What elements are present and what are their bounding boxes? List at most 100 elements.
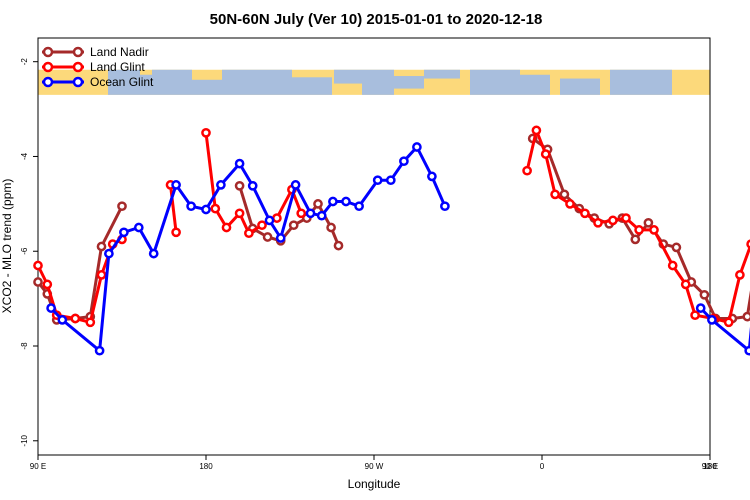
data-point	[593, 217, 603, 228]
data-point	[707, 315, 717, 325]
y-tick-label: -6	[20, 247, 29, 255]
legend-swatch-marker	[42, 46, 54, 58]
data-point	[272, 213, 282, 223]
data-point	[57, 315, 68, 325]
y-tick-label: -4	[20, 152, 29, 160]
series-line	[699, 307, 750, 353]
data-point	[171, 227, 181, 238]
data-point	[234, 208, 245, 219]
x-tick-label: 90 E	[702, 462, 718, 471]
legend-label: Ocean Glint	[90, 75, 154, 89]
map-ocean-region	[108, 69, 140, 95]
data-point	[201, 127, 211, 138]
data-point	[290, 180, 301, 190]
data-point	[133, 222, 144, 233]
data-point	[201, 204, 211, 215]
series-ocean-glint	[46, 142, 750, 356]
data-point	[354, 201, 364, 212]
map-ocean-region	[560, 78, 600, 95]
data-point	[264, 215, 275, 226]
data-point	[42, 279, 53, 290]
data-point	[275, 233, 286, 243]
map-ocean-region	[334, 69, 362, 84]
data-point	[522, 165, 532, 176]
series-layer	[33, 125, 750, 356]
data-point	[690, 310, 700, 321]
legend-swatch-marker	[42, 76, 54, 88]
data-point	[94, 345, 105, 356]
map-ocean-region	[610, 69, 672, 95]
data-point	[234, 158, 245, 169]
data-point	[262, 232, 273, 242]
map-ocean-region	[292, 77, 332, 95]
data-point	[742, 311, 750, 322]
data-point	[85, 317, 96, 328]
data-point	[96, 241, 107, 252]
legend-swatch-marker	[72, 76, 84, 88]
data-point	[699, 289, 710, 300]
legend-label: Land Glint	[90, 60, 145, 74]
legend-swatch-marker	[72, 46, 84, 58]
data-point	[744, 345, 750, 356]
data-point	[96, 270, 107, 280]
data-point	[305, 208, 316, 219]
x-tick-label: 180	[703, 462, 717, 471]
legend-swatch-marker	[72, 61, 84, 73]
data-point	[326, 222, 336, 233]
data-point	[333, 240, 344, 251]
data-point	[735, 270, 745, 280]
x-tick-label: 180	[199, 462, 213, 471]
data-point	[540, 149, 551, 159]
data-point	[427, 171, 437, 182]
map-ocean-region	[192, 79, 222, 95]
data-point	[210, 203, 221, 214]
data-point	[399, 156, 409, 167]
data-point	[186, 201, 196, 212]
data-point	[328, 196, 338, 207]
data-point	[531, 125, 542, 136]
data-point	[634, 225, 644, 235]
data-point	[244, 228, 254, 239]
data-point	[171, 180, 181, 190]
data-point	[221, 222, 232, 233]
legend-label: Land Nadir	[90, 45, 149, 59]
data-point	[257, 220, 267, 231]
data-point	[565, 199, 575, 209]
data-point	[313, 199, 323, 209]
data-point	[723, 317, 734, 328]
data-point	[247, 180, 258, 191]
y-axis: -2 -4 -6 -8 -10	[20, 58, 38, 447]
data-point	[341, 196, 351, 207]
data-point	[695, 303, 706, 313]
data-point	[643, 217, 654, 228]
map-strip	[38, 69, 710, 95]
data-point	[746, 239, 750, 249]
x-tick-label: 90 E	[30, 462, 46, 471]
data-point	[33, 260, 43, 271]
y-axis-title: XCO2 - MLO trend (ppm)	[0, 179, 14, 314]
chart-title: 50N-60N July (Ver 10) 2015-01-01 to 2020…	[210, 11, 543, 28]
data-point	[630, 234, 641, 245]
data-point	[412, 142, 422, 152]
data-point	[316, 210, 327, 221]
y-tick-label: -2	[20, 58, 29, 66]
x-tick-label: 0	[540, 462, 545, 471]
x-tick-label: 90 W	[365, 462, 384, 471]
map-ocean-region	[470, 69, 520, 95]
map-ocean-region	[140, 74, 152, 95]
legend-swatch-marker	[42, 61, 54, 73]
data-point	[559, 189, 570, 200]
map-ocean-region	[152, 69, 192, 95]
data-point	[550, 189, 560, 200]
data-point	[372, 175, 383, 186]
map-ocean-region	[520, 74, 550, 95]
y-tick-label: -10	[20, 434, 29, 446]
data-point	[671, 242, 682, 253]
x-axis-title: Longitude	[348, 477, 401, 491]
map-ocean-region	[424, 69, 460, 79]
data-point	[216, 180, 226, 190]
data-point	[117, 201, 127, 212]
data-point	[148, 248, 159, 259]
data-point	[580, 208, 590, 219]
